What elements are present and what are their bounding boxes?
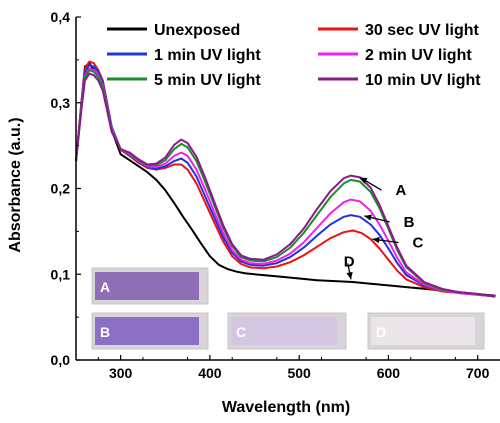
y-tick-label: 0,3 — [51, 95, 71, 111]
annotation-arrowhead — [372, 236, 380, 244]
annotation-arrowhead — [346, 271, 353, 280]
x-tick-label: 700 — [466, 365, 490, 381]
sample-strip-label: C — [236, 324, 246, 340]
sample-strip-label: A — [100, 279, 110, 295]
annotation-label: B — [404, 214, 415, 231]
series-line-1-min-uv-light — [75, 64, 496, 298]
sample-photos: A B C D — [91, 267, 485, 350]
y-tick-label: 0,1 — [51, 266, 71, 282]
x-tick-label: 400 — [198, 365, 222, 381]
curve-annotations: ABC D — [344, 176, 424, 280]
axes: 300 400 500 600 700 0,0 0,1 0,2 0,3 0,4 — [51, 9, 500, 381]
sample-strip-b — [95, 317, 199, 345]
series-line-5-min-uv-light — [75, 69, 496, 298]
annotation-arrowhead — [364, 214, 372, 221]
legend-label: 10 min UV light — [365, 72, 481, 89]
x-tick-label: 300 — [109, 365, 133, 381]
legend-label: 5 min UV light — [154, 72, 261, 89]
annotation-label: A — [396, 182, 407, 199]
series-line-30-sec-uv-light — [75, 60, 496, 298]
sample-strip-label: D — [376, 324, 386, 340]
annotation-arrowhead — [359, 177, 368, 184]
sample-strip-a — [95, 272, 199, 300]
annotation-label: D — [344, 253, 355, 270]
series-line-2-min-uv-light — [75, 67, 496, 298]
series-line-unexposed — [75, 62, 496, 297]
legend-label: 1 min UV light — [154, 47, 261, 64]
annotation-label: C — [413, 235, 424, 252]
sample-strip-c — [231, 317, 337, 345]
series-lines — [75, 60, 496, 298]
y-tick-label: 0,4 — [51, 9, 71, 25]
legend: Unexposed 30 sec UV light 1 min UV light 2 … — [107, 22, 481, 89]
series-line-10-min-uv-light — [75, 72, 496, 298]
legend-label: Unexposed — [154, 22, 240, 39]
legend-label: 2 min UV light — [365, 47, 472, 64]
x-tick-label: 500 — [287, 365, 311, 381]
y-axis-label: Absorbance (a.u.) — [7, 117, 24, 252]
sample-strip-d — [371, 317, 475, 345]
y-tick-label: 0,0 — [51, 352, 71, 368]
x-axis-label: Wavelength (nm) — [222, 399, 350, 416]
x-tick-label: 600 — [377, 365, 401, 381]
y-tick-label: 0,2 — [51, 181, 71, 197]
legend-label: 30 sec UV light — [365, 22, 479, 39]
sample-strip-label: B — [100, 324, 110, 340]
